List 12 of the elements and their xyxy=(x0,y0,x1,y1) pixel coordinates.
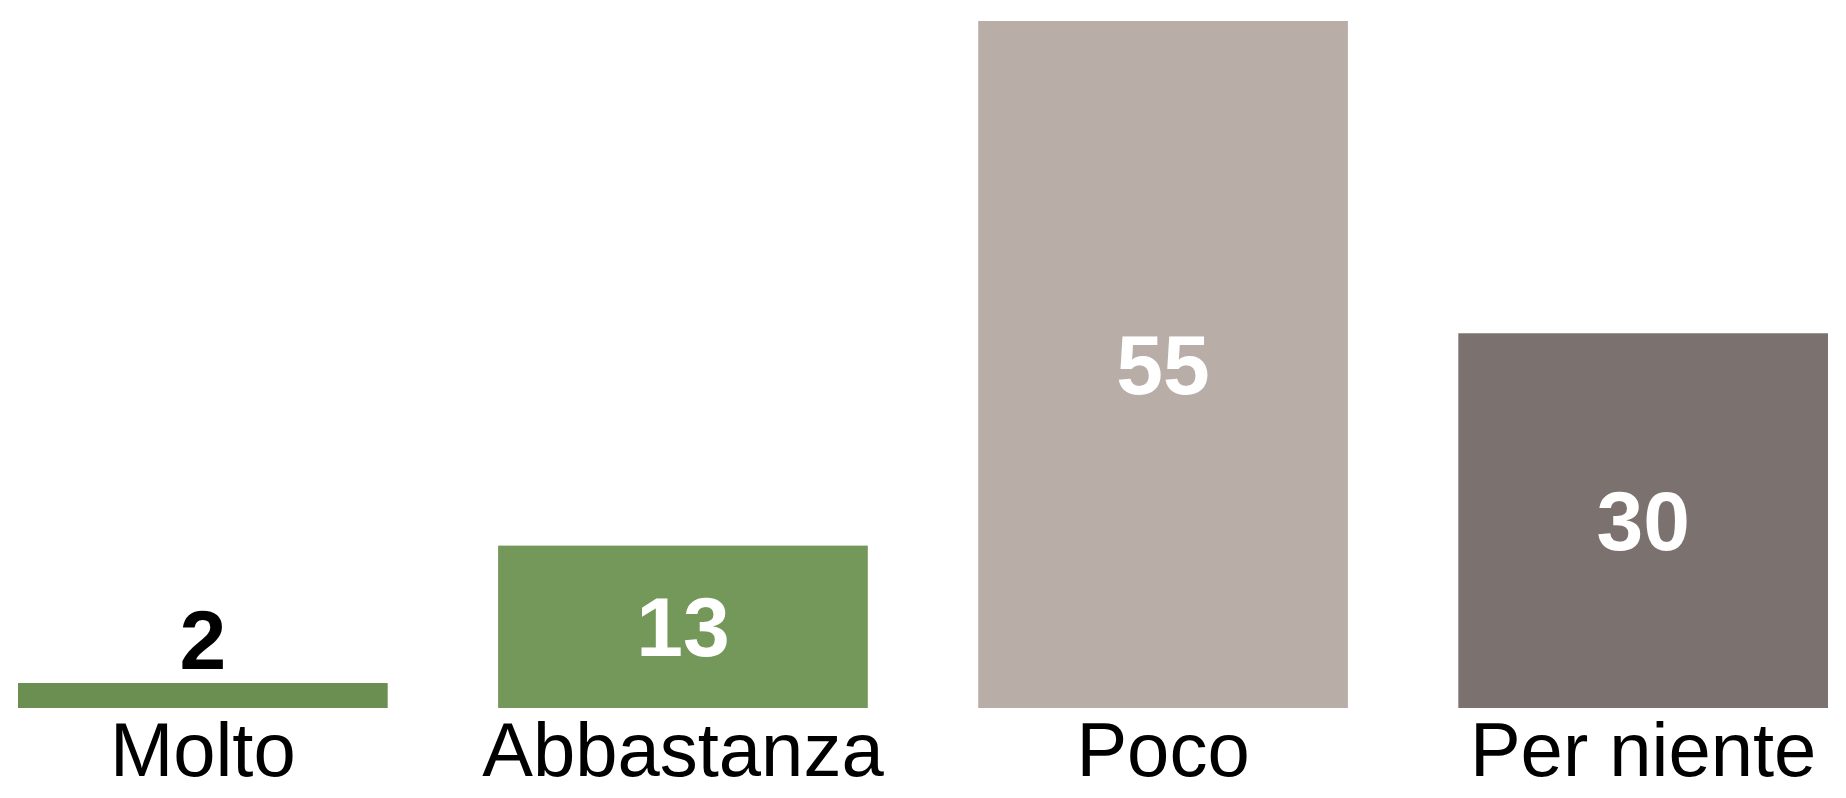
x-tick-label: Molto xyxy=(109,707,296,792)
data-label: 30 xyxy=(1596,474,1690,569)
bar xyxy=(1458,333,1828,708)
x-tick-label: Per niente xyxy=(1469,707,1817,792)
bar xyxy=(498,545,868,708)
data-label: 2 xyxy=(179,593,227,688)
data-label: 55 xyxy=(1116,317,1210,412)
bar xyxy=(18,683,388,708)
x-tick-label: Abbastanza xyxy=(482,707,885,792)
bar xyxy=(978,21,1348,708)
data-label: 13 xyxy=(636,580,730,675)
x-tick-label: Poco xyxy=(1076,707,1250,792)
